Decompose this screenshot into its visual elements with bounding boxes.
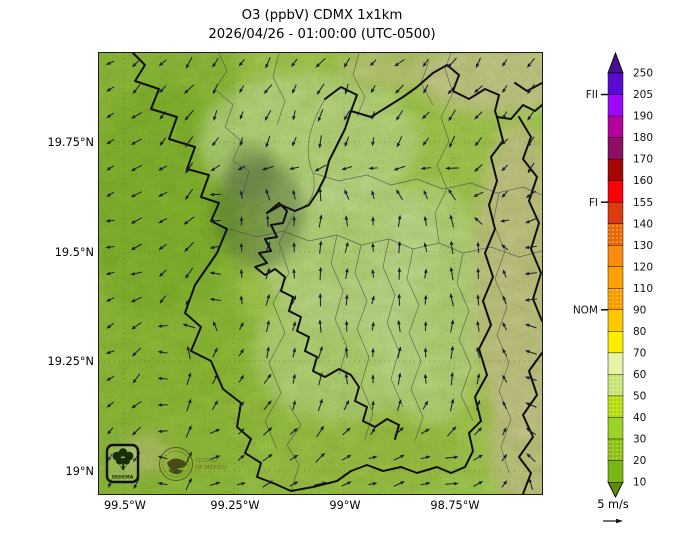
colorbar-tick-label: 40 <box>633 412 646 424</box>
y-tick-label: 19.75°N <box>47 136 94 149</box>
x-tick-label: 99.5°W <box>104 499 146 512</box>
colorbar-tick-label: 90 <box>633 304 646 316</box>
colorbar-segment <box>607 137 624 160</box>
colorbar-segment-speckle <box>608 438 623 461</box>
colorbar-under-arrow <box>607 481 624 499</box>
plot-title-line2: 2026/04/26 - 01:00:00 (UTC-0500) <box>208 26 436 42</box>
cdmx-logo-text-line1: CIUDAD <box>195 458 217 464</box>
cdmx-logo: CIUDAD DE MÉXICO <box>159 447 227 481</box>
colorbar-segment <box>607 115 624 139</box>
colorbar-segment <box>607 201 624 225</box>
colorbar-tick-label: 120 <box>633 261 653 273</box>
threshold-label: NOM <box>573 304 598 316</box>
state-boundaries <box>132 53 542 494</box>
sedema-tree-icon <box>112 448 134 470</box>
ozone-map: SEDEMA CIUDAD DE MÉXICO <box>99 53 542 494</box>
colorbar-over-arrow <box>607 51 624 74</box>
colorbar-tick-label: 250 <box>633 68 653 80</box>
colorbar-tick-label: 60 <box>633 369 646 381</box>
y-tick-label: 19.5°N <box>54 246 94 259</box>
municipal-boundaries <box>214 53 542 492</box>
wind-vector-field <box>105 56 537 491</box>
colorbar-tick-label: 130 <box>633 240 653 252</box>
colorbar-tick-label: 30 <box>633 434 646 446</box>
colorbar-tick-label: 140 <box>633 218 653 230</box>
x-tick-label: 99°W <box>329 499 361 512</box>
colorbar-segment-speckle <box>608 288 623 310</box>
colorbar-tick-label: 190 <box>633 111 653 123</box>
sedema-logo-text: SEDEMA <box>112 475 134 481</box>
colorbar-segment <box>607 331 624 354</box>
cdmx-eagle-icon <box>167 458 187 475</box>
colorbar-segment <box>607 244 624 268</box>
colorbar-segment <box>607 309 624 332</box>
sedema-logo: SEDEMA <box>105 443 140 484</box>
plot-title: O3 (ppbV) CDMX 1x1km 2026/04/26 - 01:00:… <box>208 7 435 44</box>
colorbar-segment <box>607 266 624 289</box>
wind-reference-label: 5 m/s <box>597 498 629 511</box>
y-tick-label: 19.25°N <box>47 355 94 368</box>
colorbar-segment <box>607 352 624 375</box>
colorbar-tick-label: 10 <box>633 477 646 489</box>
colorbar-segment-speckle <box>608 374 623 396</box>
colorbar-tick-label: 70 <box>633 347 646 359</box>
cdmx-logo-text-line2: DE MÉXICO <box>195 463 227 471</box>
graticule <box>99 53 542 494</box>
x-tick-label: 99.25°W <box>210 499 260 512</box>
colorbar-segment <box>607 72 624 96</box>
colorbar-segment <box>607 417 624 440</box>
colorbar-tick-label: 155 <box>633 197 653 209</box>
threshold-label: FII <box>586 89 598 101</box>
colorbar-tick-label: 50 <box>633 390 646 402</box>
colorbar-tick-label: 80 <box>633 326 646 338</box>
colorbar-segment-speckle <box>608 223 623 246</box>
colorbar-segment <box>607 158 624 182</box>
colorbar-tick-label: 110 <box>633 283 653 295</box>
colorbar-tick-label: 170 <box>633 154 653 166</box>
y-tick-label: 19°N <box>65 465 94 478</box>
colorbar-segment <box>607 94 624 117</box>
colorbar-tick-label: 205 <box>633 89 653 101</box>
map-canvas: SEDEMA CIUDAD DE MÉXICO <box>98 52 543 495</box>
colorbar-segment <box>607 180 624 203</box>
colorbar: 250 205 190 180 170 160 155 140 130 120 110 90 80 70 6… <box>573 51 653 499</box>
colorbar-tick-label: 180 <box>633 132 653 144</box>
wind-reference-arrow-icon <box>603 518 623 524</box>
x-tick-label: 98.75°W <box>430 499 480 512</box>
threshold-label: FI <box>589 197 598 209</box>
colorbar-segment <box>607 460 624 483</box>
colorbar-tick-label: 160 <box>633 175 653 187</box>
colorbar-tick-label: 20 <box>633 455 646 467</box>
colorbar-segment-speckle <box>608 395 623 418</box>
plot-title-line1: O3 (ppbV) CDMX 1x1km <box>241 8 403 23</box>
